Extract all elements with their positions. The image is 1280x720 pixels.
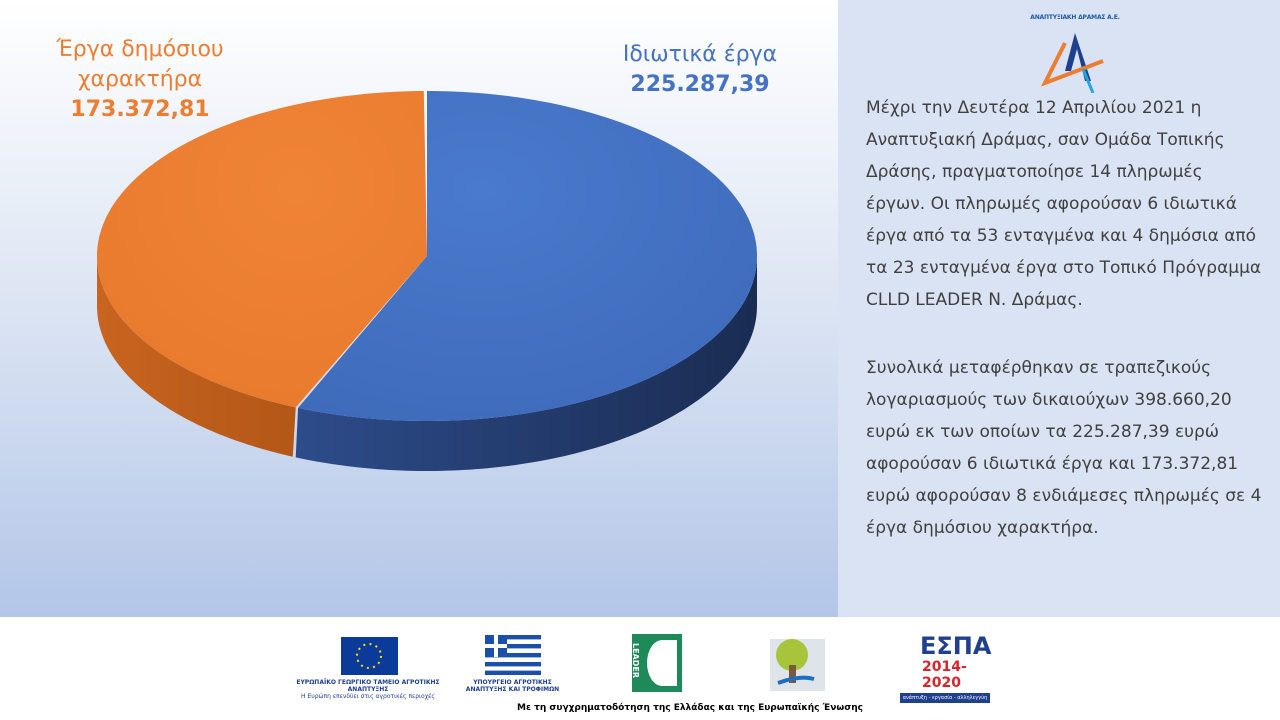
tree-icon bbox=[770, 639, 825, 691]
label-public-name-2: χαρακτήρα bbox=[77, 67, 203, 92]
leader-logo: LEADER bbox=[631, 634, 682, 692]
summary-paragraph-1: Μέχρι την Δευτέρα 12 Απριλίου 2021 η Ανα… bbox=[866, 98, 1262, 310]
pie-side-private bbox=[295, 256, 757, 471]
cofunding-text: Με τη συγχρηματοδότηση της Ελλάδας και τ… bbox=[517, 703, 863, 713]
company-logo-icon bbox=[1040, 33, 1104, 94]
ministry-logo: ΥΠΟΥΡΓΕΙΟ ΑΓΡΟΤΙΚΗΣ ΑΝΑΠΤΥΞΗΣ ΚΑΙ ΤΡΟΦΙΜ… bbox=[465, 631, 560, 693]
eafrd-caption-2: Η Ευρώπη επενδύει στις αγροτικές περιοχέ… bbox=[301, 693, 435, 700]
company-logo: ΑΝΑΠΤΥΞΙΑΚΗ ΔΡΑΜΑΣ Α.Ε. bbox=[1025, 14, 1125, 94]
ministry-caption-1: ΥΠΟΥΡΓΕΙΟ ΑΓΡΟΤΙΚΗΣ bbox=[473, 679, 552, 686]
label-private-works: Ιδιωτικά έργα 225.287,39 bbox=[600, 40, 800, 100]
label-private-value: 225.287,39 bbox=[630, 72, 770, 97]
label-private-name: Ιδιωτικά έργα bbox=[622, 42, 778, 67]
label-public-value: 173.372,81 bbox=[70, 97, 210, 122]
espa-title: ΕΣΠΑ bbox=[920, 632, 992, 660]
espa-tagline: ανάπτυξη - εργασία - αλληλεγγύη bbox=[900, 693, 990, 703]
text-panel bbox=[838, 0, 1280, 617]
pie-side-public bbox=[97, 257, 296, 457]
eafrd-caption-1: ΕΥΡΩΠΑΪΚΟ ΓΕΩΡΓΙΚΟ ΤΑΜΕΙΟ ΑΓΡΟΤΙΚΗΣ ΑΝΑΠ… bbox=[296, 679, 440, 693]
summary-paragraph-2: Συνολικά μεταφέρθηκαν σε τραπεζικούς λογ… bbox=[866, 358, 1262, 538]
eafrd-logo: ΕΥΡΩΠΑΪΚΟ ΓΕΩΡΓΙΚΟ ΤΑΜΕΙΟ ΑΓΡΟΤΙΚΗΣ ΑΝΑΠ… bbox=[288, 631, 448, 700]
ministry-caption-2: ΑΝΑΠΤΥΞΗΣ ΚΑΙ ΤΡΟΦΙΜΩΝ bbox=[465, 686, 560, 693]
local-program-logo bbox=[770, 631, 830, 693]
company-logo-text: ΑΝΑΠΤΥΞΙΑΚΗ ΔΡΑΜΑΣ Α.Ε. bbox=[1030, 14, 1120, 21]
label-public-name-1: Έργα δημόσιου bbox=[56, 37, 224, 62]
pie-chart bbox=[97, 91, 757, 471]
pie-slice-public bbox=[97, 91, 427, 408]
eu-flag-icon bbox=[341, 637, 398, 675]
label-public-works: Έργα δημόσιου χαρακτήρα 173.372,81 bbox=[30, 35, 250, 125]
pie-slice-private bbox=[298, 91, 757, 421]
greek-flag-icon bbox=[485, 635, 541, 675]
espa-logo: ΕΣΠΑ 2014-2020 ανάπτυξη - εργασία - αλλη… bbox=[900, 632, 992, 703]
footer-logos: ΕΥΡΩΠΑΪΚΟ ΓΕΩΡΓΙΚΟ ΤΑΜΕΙΟ ΑΓΡΟΤΙΚΗΣ ΑΝΑΠ… bbox=[0, 617, 1280, 720]
leader-text: LEADER bbox=[631, 642, 641, 679]
espa-years: 2014-2020 bbox=[922, 659, 967, 691]
leader-emblem-icon bbox=[647, 640, 677, 686]
